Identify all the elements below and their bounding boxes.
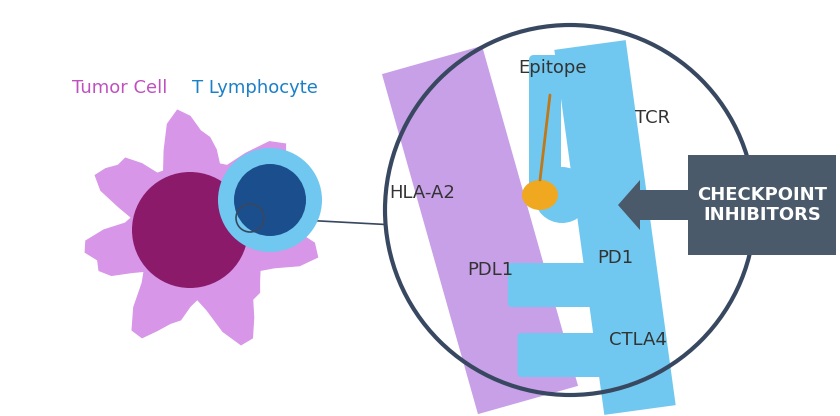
- Text: PDL1: PDL1: [467, 261, 513, 279]
- FancyArrow shape: [618, 180, 688, 230]
- FancyBboxPatch shape: [527, 263, 615, 307]
- Text: TCR: TCR: [635, 109, 670, 127]
- Polygon shape: [554, 40, 675, 415]
- Text: HLA-A2: HLA-A2: [389, 184, 455, 202]
- Text: CHECKPOINT
INHIBITORS: CHECKPOINT INHIBITORS: [697, 186, 827, 224]
- FancyBboxPatch shape: [584, 55, 616, 190]
- Text: T Lymphocyte: T Lymphocyte: [192, 79, 318, 97]
- Text: Tumor Cell: Tumor Cell: [72, 79, 168, 97]
- Circle shape: [234, 164, 306, 236]
- Text: CTLA4: CTLA4: [609, 331, 667, 349]
- FancyBboxPatch shape: [688, 155, 836, 255]
- Text: Epitope: Epitope: [517, 59, 586, 77]
- Circle shape: [534, 167, 590, 223]
- FancyBboxPatch shape: [546, 333, 644, 377]
- Polygon shape: [86, 110, 318, 344]
- Polygon shape: [382, 46, 578, 414]
- FancyBboxPatch shape: [517, 333, 601, 377]
- Text: PD1: PD1: [597, 249, 633, 267]
- Ellipse shape: [522, 180, 558, 210]
- FancyBboxPatch shape: [529, 55, 561, 190]
- Circle shape: [132, 172, 248, 288]
- FancyBboxPatch shape: [508, 263, 591, 307]
- Circle shape: [385, 25, 755, 395]
- Circle shape: [218, 148, 322, 252]
